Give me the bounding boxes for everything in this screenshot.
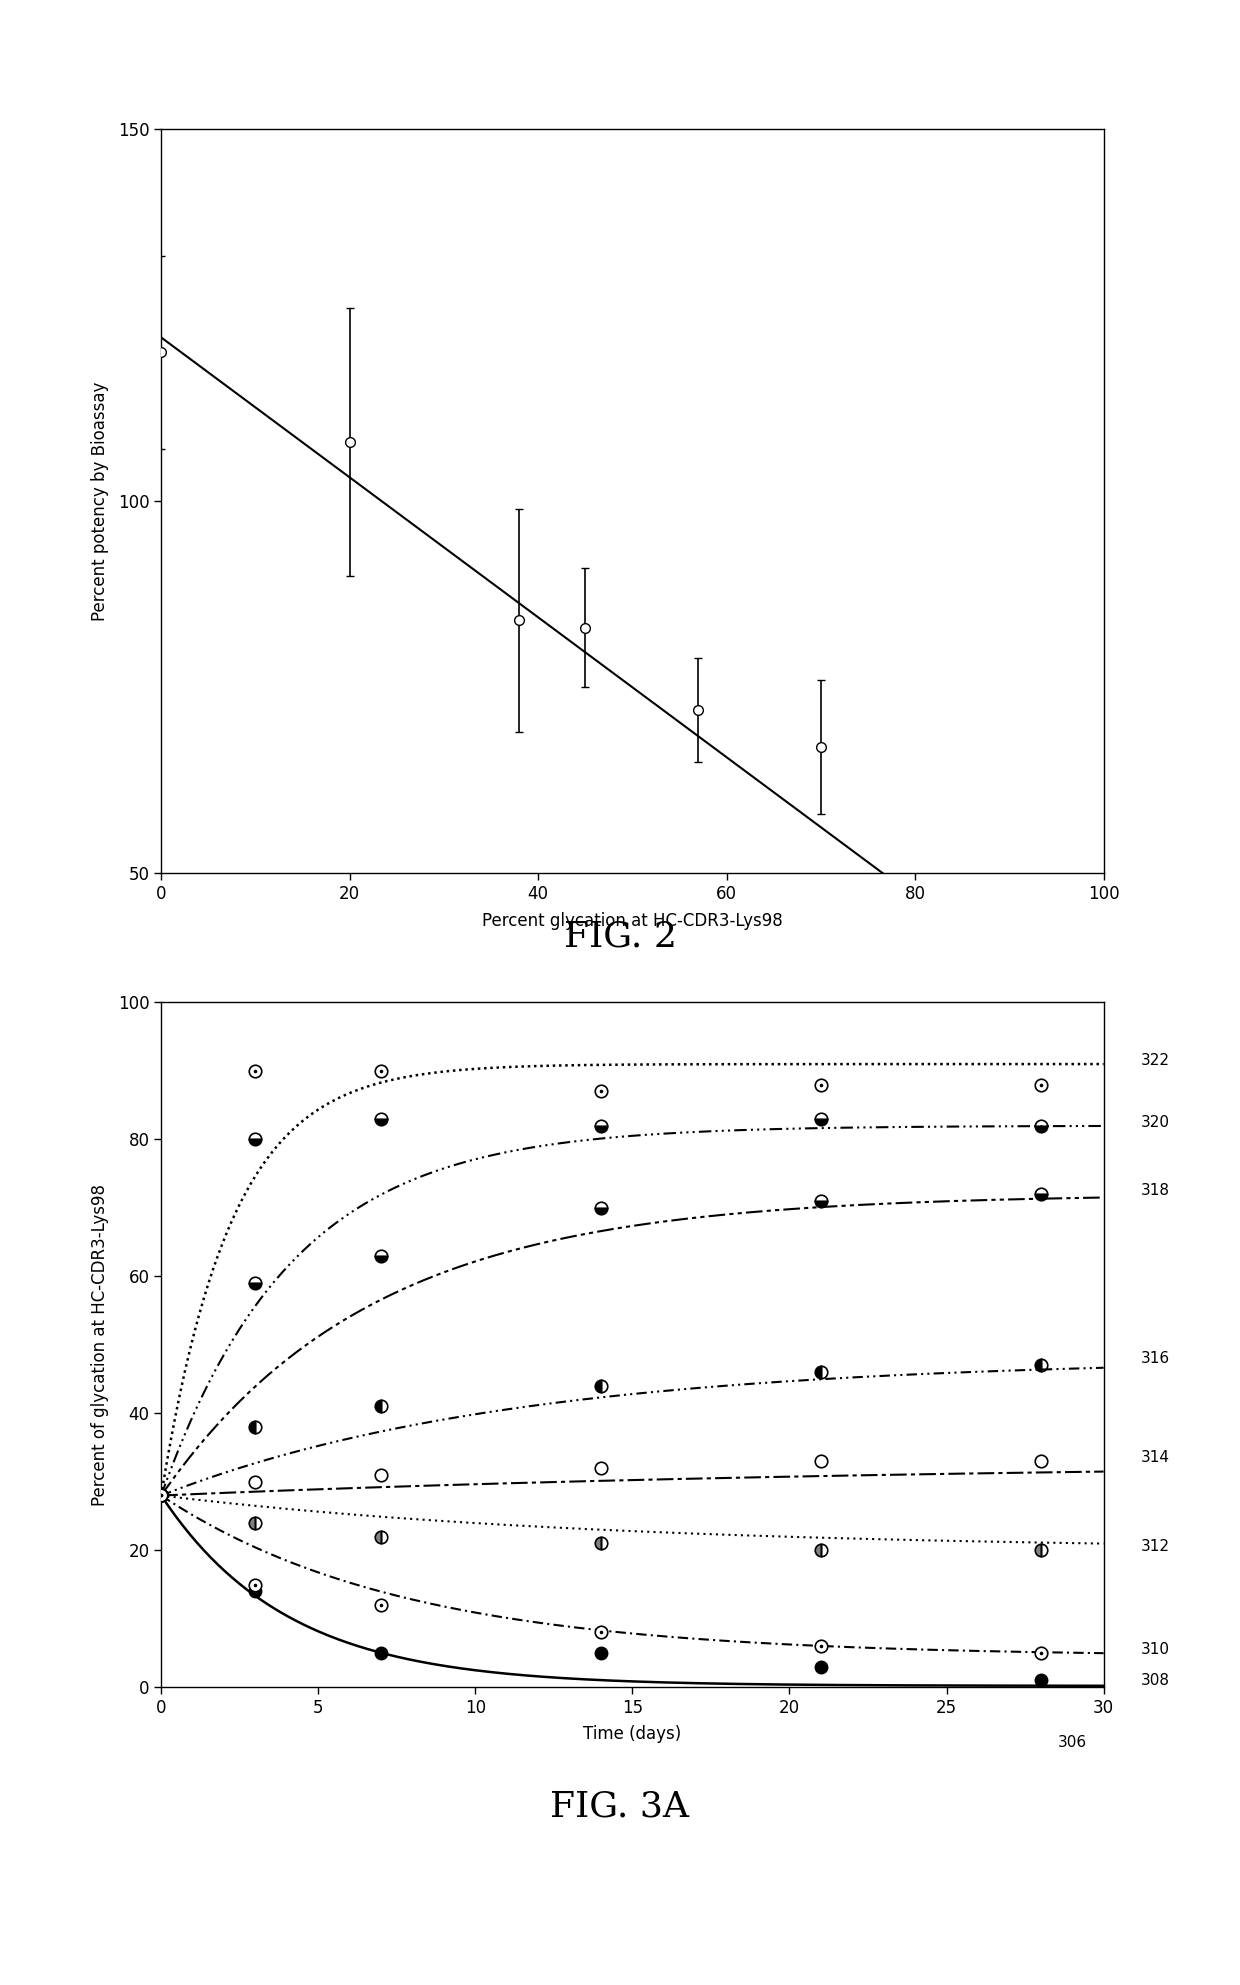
X-axis label: Time (days): Time (days) <box>583 1725 682 1743</box>
Text: 310: 310 <box>1141 1642 1171 1657</box>
Text: 316: 316 <box>1141 1352 1171 1366</box>
Text: 320: 320 <box>1141 1116 1171 1129</box>
Text: 314: 314 <box>1141 1451 1171 1465</box>
Text: FIG. 2: FIG. 2 <box>563 919 677 955</box>
Y-axis label: Percent potency by Bioassay: Percent potency by Bioassay <box>92 381 109 621</box>
Y-axis label: Percent of glycation at HC-CDR3-Lys98: Percent of glycation at HC-CDR3-Lys98 <box>92 1183 109 1507</box>
X-axis label: Percent glycation at HC-CDR3-Lys98: Percent glycation at HC-CDR3-Lys98 <box>482 911 782 929</box>
Text: 322: 322 <box>1141 1054 1171 1068</box>
Text: 308: 308 <box>1141 1673 1171 1687</box>
Text: 312: 312 <box>1141 1538 1171 1554</box>
Text: 318: 318 <box>1141 1183 1171 1199</box>
Text: 306: 306 <box>1058 1735 1086 1751</box>
Text: FIG. 3A: FIG. 3A <box>551 1788 689 1824</box>
